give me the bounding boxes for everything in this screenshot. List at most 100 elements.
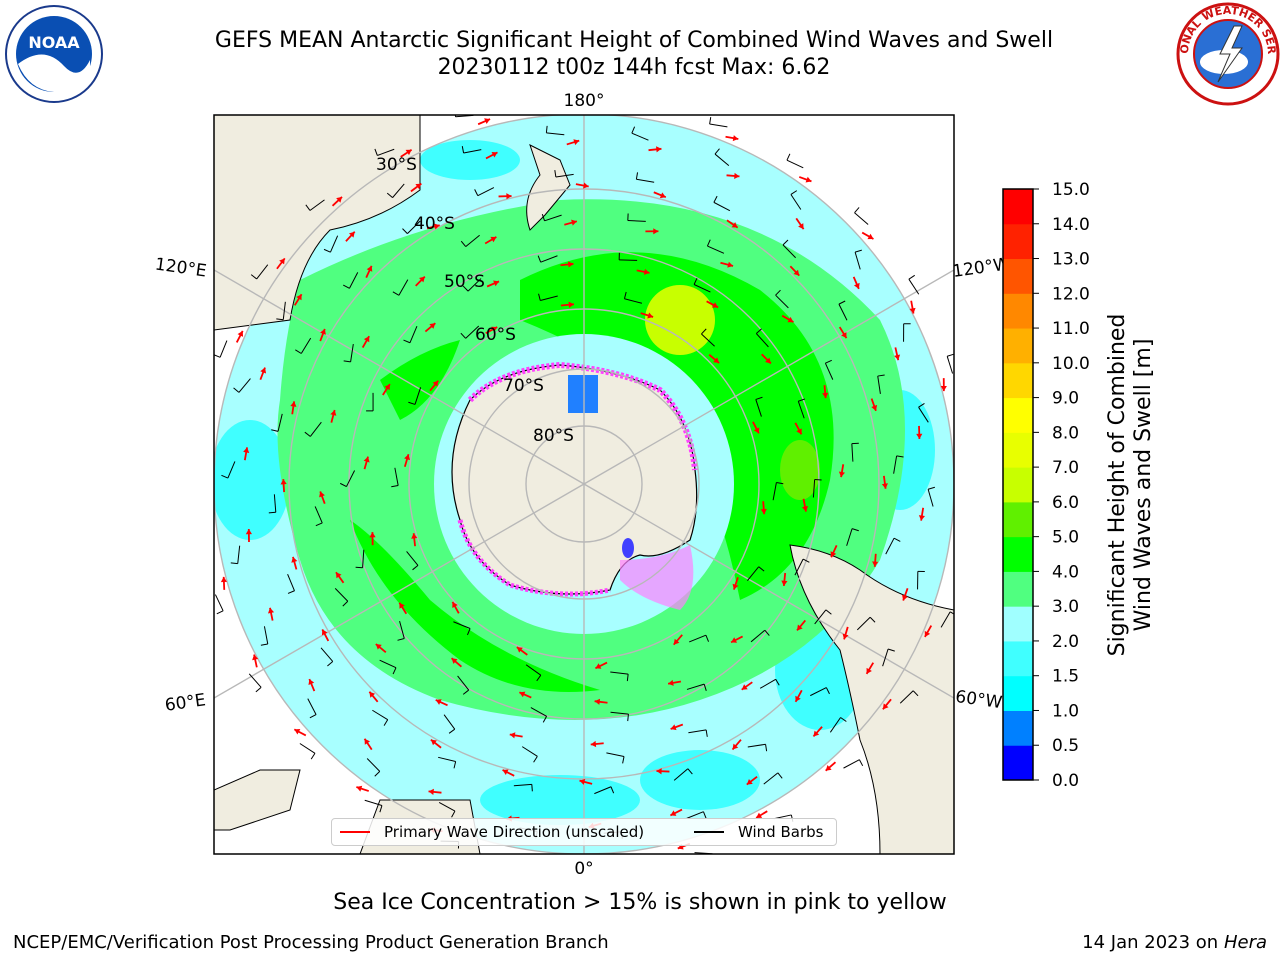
wind-barb [304, 421, 322, 437]
colorbar-tick-label: 2.0 [1052, 632, 1079, 652]
map-content: 30°S 40°S 50°S 60°S 70°S 80°S [214, 115, 954, 854]
wind-barb [623, 291, 643, 304]
wind-barb [893, 455, 904, 474]
wind-barb [438, 756, 457, 769]
wave-arrow [830, 545, 838, 558]
wind-barb [525, 664, 542, 682]
colorbar-label-line1: Significant Height of Combined [1105, 314, 1130, 657]
wind-barb [443, 714, 456, 734]
wind-barb [460, 234, 480, 248]
wind-barb [305, 199, 325, 211]
wave-arrow [669, 808, 683, 817]
wave-arrow [308, 678, 316, 692]
wave-arrow [916, 425, 923, 439]
wave-arrow [760, 501, 767, 515]
wind-barbs [214, 115, 954, 854]
wind-barb [797, 398, 806, 419]
lat-label-80s: 80°S [533, 426, 574, 446]
wind-barb [530, 707, 548, 723]
wave-arrow [590, 740, 604, 748]
wind-barb [759, 678, 780, 689]
wave-arrow [293, 293, 303, 306]
wave-arrow [382, 383, 391, 396]
wave-arrow [579, 778, 593, 785]
colorbar-segment [1003, 571, 1033, 607]
wave-arrow [398, 602, 408, 615]
wind-barb [221, 461, 236, 479]
wave-arrow [730, 635, 744, 644]
wave-arrow [403, 454, 411, 468]
wind-barb [392, 279, 409, 296]
lat-label-60s: 60°S [475, 325, 516, 345]
wave-arrow [245, 529, 252, 543]
wind-barb [271, 413, 283, 432]
wind-barb [408, 387, 422, 405]
wave-arrow [636, 268, 650, 275]
colorbar-segment [1003, 397, 1033, 433]
wind-barb [856, 616, 876, 631]
wind-barb [917, 570, 925, 590]
wave-arrow [430, 738, 442, 749]
colorbar-frame [1002, 188, 1034, 781]
wave-arrow [424, 322, 436, 333]
wave-arrow [822, 385, 829, 399]
wind-barb [686, 811, 707, 819]
wind-barb [940, 611, 954, 628]
colorbar-segment [1003, 362, 1033, 399]
wave-direction-arrows [220, 118, 947, 850]
wind-barb [763, 772, 783, 785]
wave-arrow [335, 571, 345, 584]
wind-barb [838, 300, 848, 321]
colorbar-segment [1003, 189, 1033, 225]
wind-barb [541, 213, 562, 222]
colorbar-tick-label: 7.0 [1052, 458, 1079, 478]
wind-barb [693, 277, 711, 293]
wave-arrow [435, 699, 448, 707]
wind-barb [635, 172, 655, 183]
footer-date-text: 14 Jan 2023 on [1082, 932, 1224, 953]
wind-barb [790, 190, 802, 210]
wave-arrow [519, 691, 532, 699]
wind-barb [342, 272, 359, 289]
colorbar-tick-label: 1.0 [1052, 701, 1079, 721]
wind-barb [214, 594, 224, 615]
wave-arrow [428, 788, 442, 795]
wave-arrow [825, 761, 837, 772]
wave-arrow [220, 576, 228, 590]
wind-barb [594, 786, 615, 795]
wave-arrow [252, 654, 259, 668]
lat-label-50s: 50°S [444, 272, 485, 292]
wave-arrow [564, 219, 578, 226]
wave-arrow [368, 691, 379, 703]
wave-arrow [426, 223, 440, 230]
wind-barb [846, 528, 859, 546]
wind-barb [829, 717, 847, 733]
wind-barb [750, 629, 770, 643]
wave-arrow [781, 572, 788, 587]
wave-arrow [566, 139, 580, 146]
wind-barb [627, 213, 646, 222]
wind-barb [334, 588, 349, 607]
wind-barb [366, 392, 374, 412]
colorbar-tick-label: 1.5 [1052, 667, 1079, 687]
wind-barb [402, 220, 421, 235]
wave-arrow [594, 698, 608, 705]
legend-wave-label: Primary Wave Direction (unscaled) [384, 823, 645, 841]
wave-arrow [789, 265, 800, 277]
wind-barb [538, 293, 558, 301]
wave-arrow [575, 182, 589, 189]
wind-barb [268, 494, 277, 514]
wave-arrow [498, 193, 512, 200]
wave-arrow [451, 601, 460, 614]
wind-barb [755, 396, 763, 417]
wave-arrow [640, 312, 654, 319]
wind-barb [554, 170, 574, 178]
wind-barb [854, 249, 862, 270]
wave-arrow [365, 265, 373, 279]
colorbar-tick-label: 8.0 [1052, 423, 1079, 443]
nws-logo-icon: NATIONAL WEATHER SERVICE [1176, 2, 1280, 106]
wave-arrow [648, 146, 662, 153]
wind-barb [610, 671, 629, 682]
wave-arrow [924, 625, 933, 638]
